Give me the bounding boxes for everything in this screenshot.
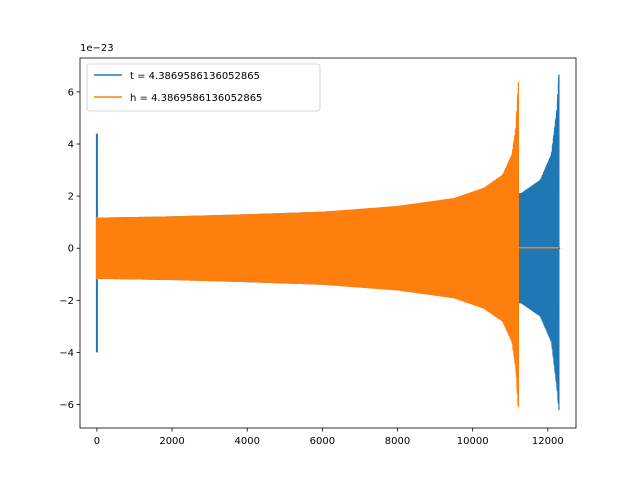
y-tick-label: −4 xyxy=(59,348,74,359)
axes-frame xyxy=(79,57,577,429)
legend-label-h: h = 4.3869586136052865 xyxy=(130,93,262,104)
plot-area xyxy=(95,74,561,411)
y-tick-label: −2 xyxy=(59,296,74,307)
x-tick-label: 6000 xyxy=(310,436,335,447)
legend: t = 4.3869586136052865 h = 4.38695861360… xyxy=(86,63,321,112)
y-tick-label: −6 xyxy=(59,400,74,411)
y-axis-offset-text: 1e−23 xyxy=(80,43,114,54)
y-tick-label: 2 xyxy=(68,192,74,203)
x-tick-label: 4000 xyxy=(234,436,259,447)
y-tick-label: 4 xyxy=(68,139,74,150)
series-1 xyxy=(95,82,560,407)
x-tick-label: 8000 xyxy=(385,436,410,447)
x-tick-label: 12000 xyxy=(532,436,564,447)
x-tick-label: 2000 xyxy=(159,436,184,447)
x-tick-label: 10000 xyxy=(457,436,489,447)
x-tick-label: 0 xyxy=(94,436,100,447)
y-tick-label: 0 xyxy=(68,244,74,255)
series-1-oscillation xyxy=(96,82,520,407)
legend-label-t: t = 4.3869586136052865 xyxy=(130,71,260,82)
x-axis: 0 2000 4000 6000 8000 10000 12000 xyxy=(94,428,564,447)
legend-box xyxy=(86,63,321,112)
y-tick-label: 6 xyxy=(68,87,74,98)
y-axis: −6 −4 −2 0 2 4 6 xyxy=(59,87,80,411)
